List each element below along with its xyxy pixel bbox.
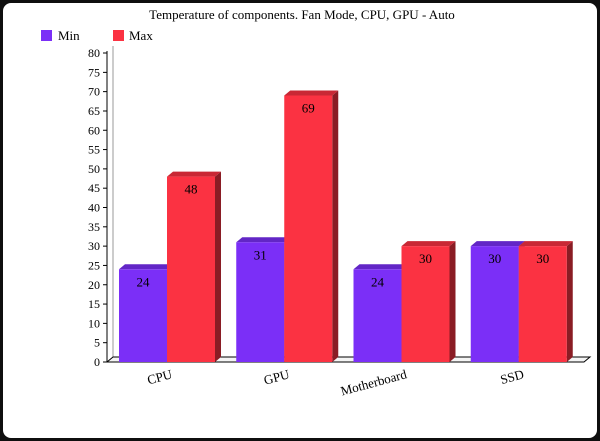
data-label: 30 [536, 251, 549, 266]
legend-swatch-min [41, 30, 52, 41]
chart-frame: Temperature of components. Fan Mode, CPU… [3, 3, 597, 438]
y-tick-label: 60 [88, 123, 100, 137]
y-tick-label: 50 [88, 162, 100, 176]
y-tick-label: 55 [88, 143, 100, 157]
bar-top [167, 171, 221, 177]
bar-min-cpu: 24 [119, 264, 173, 362]
y-tick-label: 25 [88, 258, 100, 272]
bar-top [401, 241, 456, 247]
y-tick-label: 45 [88, 181, 100, 195]
bar-max-ssd: 30 [518, 241, 573, 362]
bar-top [518, 241, 573, 247]
y-tick-label: 5 [94, 336, 100, 350]
bar-front [119, 269, 167, 362]
bar-front [167, 176, 215, 362]
bar-front [401, 246, 450, 362]
bar-side [332, 90, 339, 363]
data-label: 48 [185, 182, 198, 197]
y-tick-label: 0 [94, 355, 100, 369]
data-label: 30 [488, 251, 501, 266]
bar-front [353, 269, 402, 362]
data-label: 24 [137, 274, 151, 289]
bar-front [518, 246, 567, 362]
bar-max-cpu: 48 [167, 171, 221, 362]
data-label: 31 [254, 247, 267, 262]
bar-front [470, 246, 519, 362]
y-tick-label: 75 [88, 65, 100, 79]
bar-max-gpu: 69 [284, 90, 339, 363]
bars: 24 48 31 69 24 30 30 30 [119, 90, 573, 363]
bar-min-motherboard: 24 [353, 264, 408, 362]
y-tick-label: 35 [88, 220, 100, 234]
chart-title: Temperature of components. Fan Mode, CPU… [149, 7, 455, 22]
bar-top [236, 237, 291, 243]
bar-chart: Temperature of components. Fan Mode, CPU… [41, 7, 592, 398]
y-tick-label: 20 [88, 278, 100, 292]
bar-max-motherboard: 30 [401, 241, 456, 362]
bar-min-gpu: 31 [236, 237, 291, 362]
bar-side [449, 241, 456, 362]
data-label: 30 [419, 251, 432, 266]
x-axis-labels: CPU GPU Motherboard SSD [145, 366, 525, 398]
bar-front [236, 242, 285, 362]
data-label: 69 [302, 100, 315, 115]
bar-top [119, 264, 173, 270]
bar-side [215, 171, 221, 362]
x-tick-label: CPU [145, 366, 174, 387]
bar-top [353, 264, 408, 270]
y-tick-label: 70 [88, 85, 100, 99]
y-tick-label: 30 [88, 239, 100, 253]
data-label: 24 [371, 274, 385, 289]
bar-top [284, 90, 339, 96]
y-tick-label: 40 [88, 201, 100, 215]
y-tick-label: 80 [88, 46, 100, 60]
bar-front [284, 95, 333, 363]
y-tick-label: 65 [88, 104, 100, 118]
y-tick-label: 15 [88, 297, 100, 311]
legend-swatch-max [113, 30, 124, 41]
y-axis-ticks: 0 5 10 15 20 25 30 35 40 45 50 55 60 65 70 75 80 [88, 46, 107, 369]
y-tick-label: 10 [88, 316, 100, 330]
x-tick-label: SSD [499, 366, 526, 387]
legend-label-min: Min [58, 28, 80, 43]
x-tick-label: GPU [262, 366, 292, 387]
bar-min-ssd: 30 [470, 241, 525, 362]
legend: Min Max [41, 28, 153, 43]
legend-label-max: Max [129, 28, 153, 43]
x-tick-label: Motherboard [339, 366, 409, 398]
bar-top [470, 241, 525, 247]
bar-side [566, 241, 573, 362]
